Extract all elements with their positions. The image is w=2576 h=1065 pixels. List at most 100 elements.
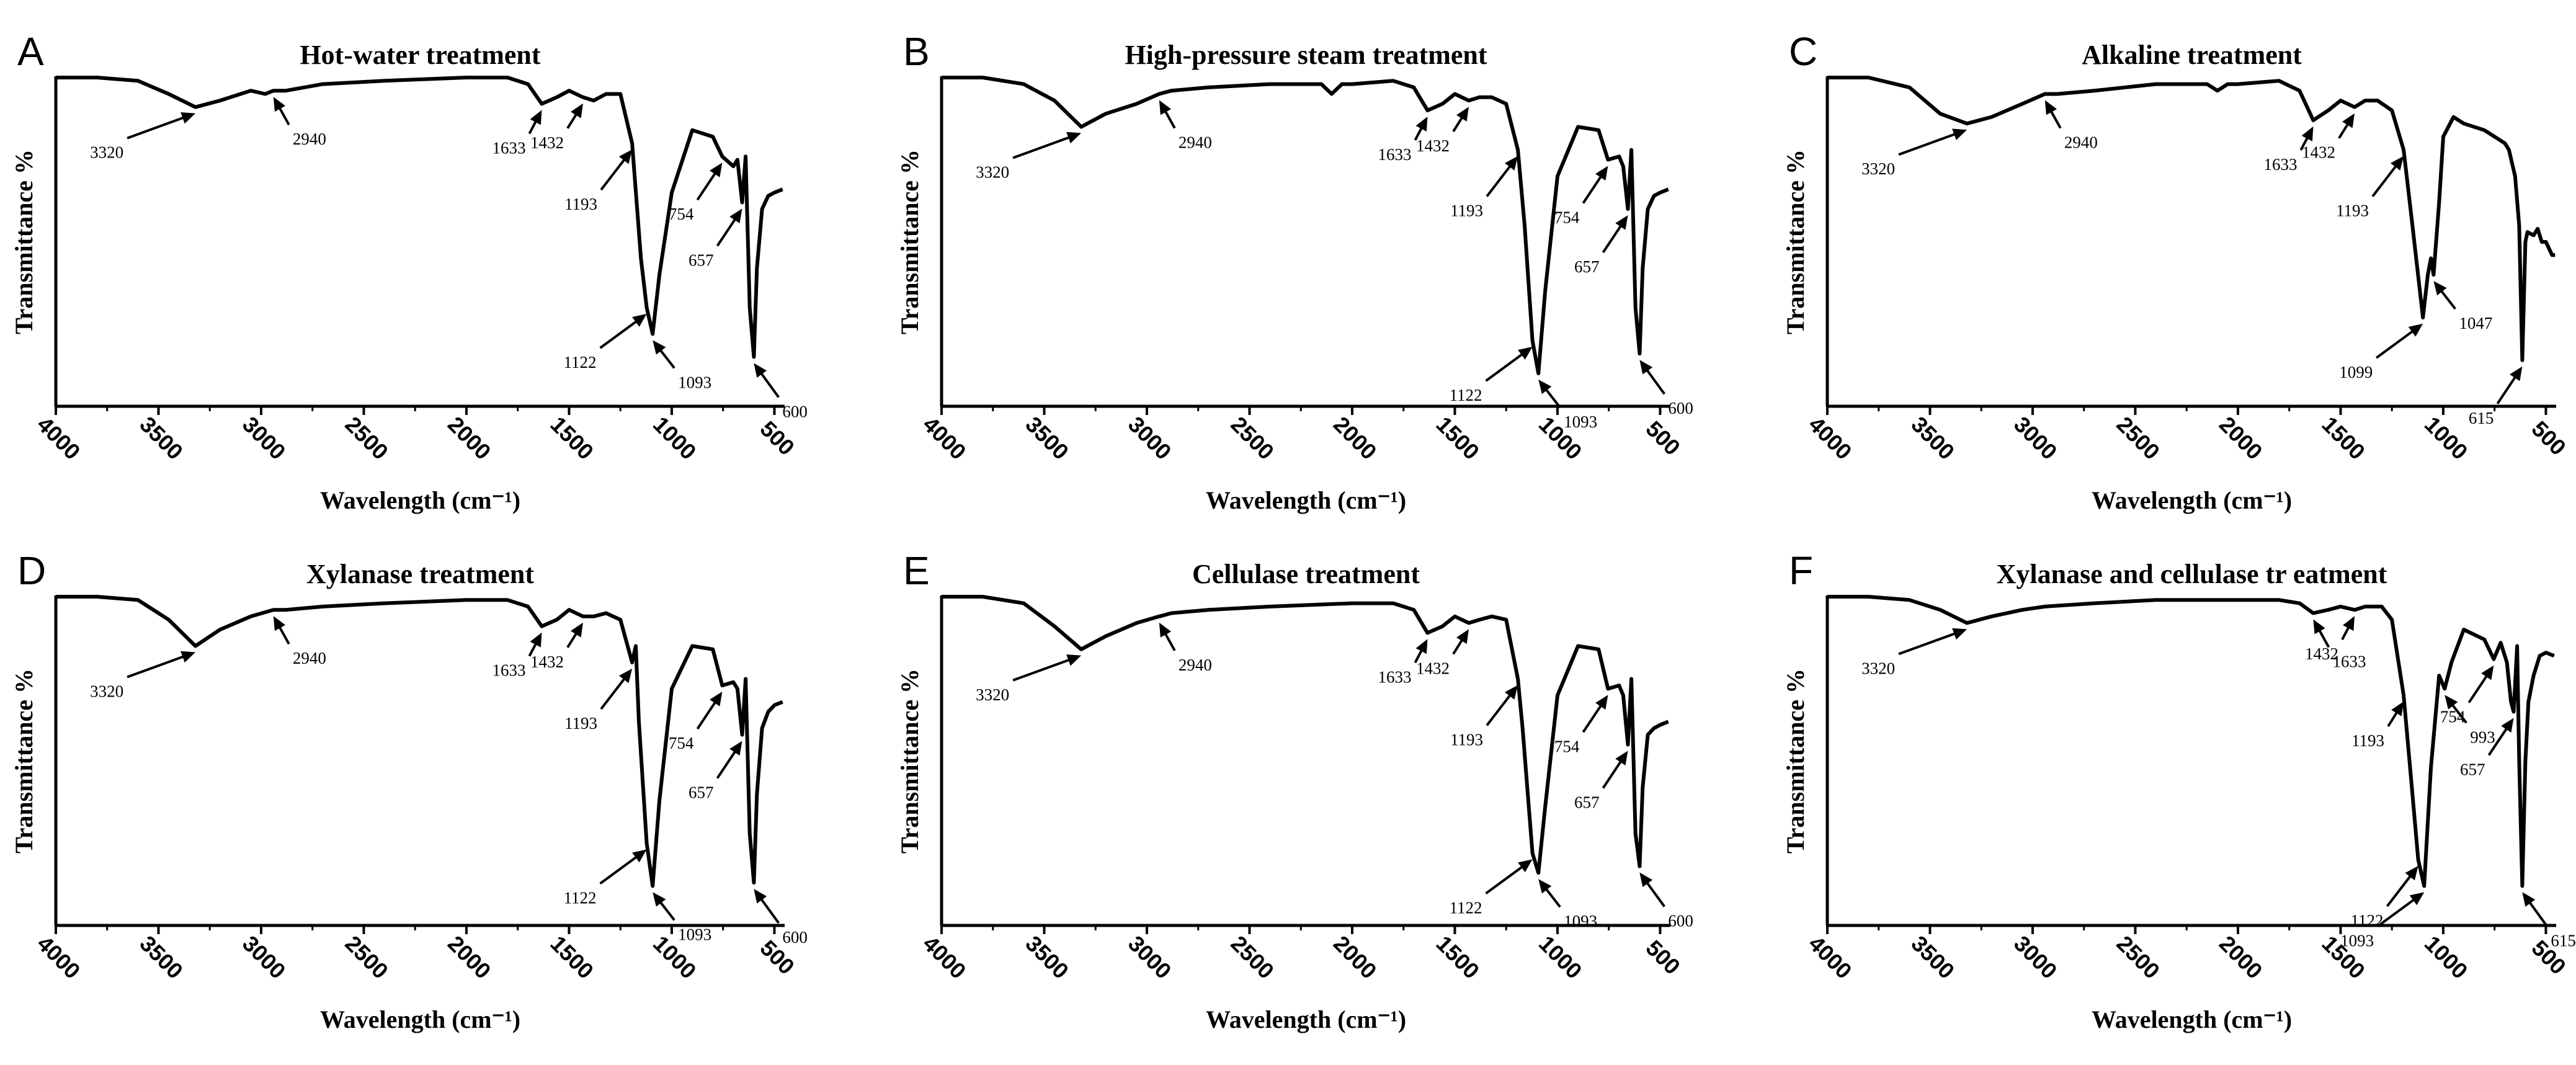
peak-arrow [696, 698, 719, 730]
peak-label: 1633 [1378, 667, 1411, 686]
peak-label: 754 [1554, 737, 1580, 755]
peak-label: 2940 [1179, 133, 1212, 152]
peak-label: 657 [1574, 793, 1600, 812]
peak-label: 600 [1668, 912, 1693, 930]
peak-arrowhead [754, 363, 767, 378]
peak-label: 1122 [564, 889, 597, 907]
peak-arrowhead [2409, 892, 2425, 906]
peak-label: 615 [2551, 931, 2576, 950]
peak-label: 3320 [1861, 659, 1895, 677]
peak-arrowhead [710, 163, 723, 177]
peak-arrowhead [180, 112, 196, 124]
peak-arrowhead [1538, 879, 1552, 894]
peak-arrow [2496, 373, 2519, 404]
peak-arrow [2487, 724, 2510, 756]
peak-label: 3320 [976, 163, 1009, 182]
peak-arrowhead [1518, 347, 1533, 360]
peak-arrowhead [729, 741, 742, 756]
chart-title: Alkaline treatment [2082, 40, 2302, 70]
peak-arrowhead [530, 632, 542, 648]
peak-label: 1093 [678, 925, 711, 943]
peak-label: 1093 [1564, 412, 1597, 431]
spectrum-line [56, 595, 783, 888]
peak-arrow [1012, 657, 1074, 682]
peak-arrowhead [1615, 215, 1628, 230]
peak-arrowhead [632, 314, 647, 327]
peak-label: 1432 [530, 653, 564, 671]
peak-label: 1193 [1450, 731, 1483, 749]
peak-label: 993 [2470, 728, 2495, 746]
peak-label: 1432 [1416, 659, 1450, 677]
peak-arrowhead [729, 208, 742, 224]
peak-label: 1093 [1564, 912, 1597, 930]
peak-arrow [1485, 863, 1526, 895]
peak-arrow [599, 853, 641, 885]
peak-label: 1122 [1450, 898, 1482, 917]
peak-label: 657 [689, 251, 714, 269]
peak-arrow [696, 169, 719, 201]
peak-arrowhead [2313, 619, 2325, 635]
peak-label: 2940 [293, 649, 326, 667]
chart-title: Xylanase and cellulase tr eatment [1997, 559, 2387, 589]
peak-arrowhead [1639, 872, 1653, 888]
y-axis-title: Transmittance % [10, 669, 38, 853]
panel-label: B [903, 29, 930, 74]
peak-arrow [1486, 162, 1514, 197]
y-axis-title: Transmittance % [896, 149, 924, 334]
x-axis-title: Wavelength (cm⁻¹) [2092, 1005, 2292, 1033]
peak-arrowhead [273, 616, 286, 631]
peak-arrowhead [1066, 654, 1082, 666]
peak-label: 657 [1574, 257, 1600, 276]
peak-label: 1099 [2339, 363, 2373, 381]
peak-arrowhead [2481, 665, 2494, 680]
peak-arrowhead [1952, 128, 1968, 140]
peak-arrowhead [1159, 100, 1172, 115]
peak-label: 754 [669, 734, 694, 752]
spectrum-line [942, 76, 1669, 375]
peak-label: 1432 [2305, 644, 2338, 663]
spectrum-line [1827, 76, 2556, 362]
peak-arrowhead [1415, 639, 1428, 654]
peak-label: 1633 [492, 138, 525, 157]
peak-arrow [1012, 135, 1074, 159]
peak-label: 657 [2460, 760, 2485, 779]
peak-label: 3320 [90, 143, 123, 162]
peak-label: 2940 [293, 130, 326, 148]
peak-arrow [1643, 366, 1665, 395]
peak-arrowhead [1518, 859, 1533, 873]
chart-title: Cellulase treatment [1192, 559, 1420, 589]
peak-label: 3320 [90, 682, 123, 701]
peak-label: 1193 [2336, 202, 2369, 220]
peak-arrow [716, 215, 739, 247]
peak-arrow [127, 115, 188, 140]
peak-label: 600 [782, 403, 808, 421]
peak-arrowhead [618, 669, 633, 684]
chart-title: Hot-water treatment [300, 40, 540, 70]
peak-arrowhead [754, 889, 767, 904]
peak-arrowhead [2391, 702, 2404, 716]
chart-title: Xylanase treatment [306, 559, 534, 589]
peak-label: 1122 [1450, 386, 1482, 404]
spectrum-line [942, 595, 1669, 875]
peak-arrow [2526, 898, 2549, 927]
peak-label: 600 [782, 928, 808, 947]
peak-label: 2940 [2064, 133, 2098, 152]
peak-arrowhead [1639, 360, 1653, 375]
peak-arrow [600, 674, 628, 710]
peak-arrowhead [2342, 113, 2355, 128]
peak-arrowhead [571, 103, 583, 118]
spectrum-line [56, 76, 783, 359]
peak-arrowhead [571, 622, 583, 638]
peak-arrow [2467, 672, 2490, 703]
panel-label: F [1789, 548, 1813, 593]
peak-arrow [716, 747, 739, 779]
peak-arrowhead [530, 110, 542, 125]
peak-arrowhead [1456, 629, 1469, 644]
peak-arrowhead [1456, 107, 1469, 122]
peak-arrow [1582, 172, 1605, 204]
peak-arrowhead [2445, 695, 2458, 710]
peak-label: 1432 [2302, 143, 2335, 162]
